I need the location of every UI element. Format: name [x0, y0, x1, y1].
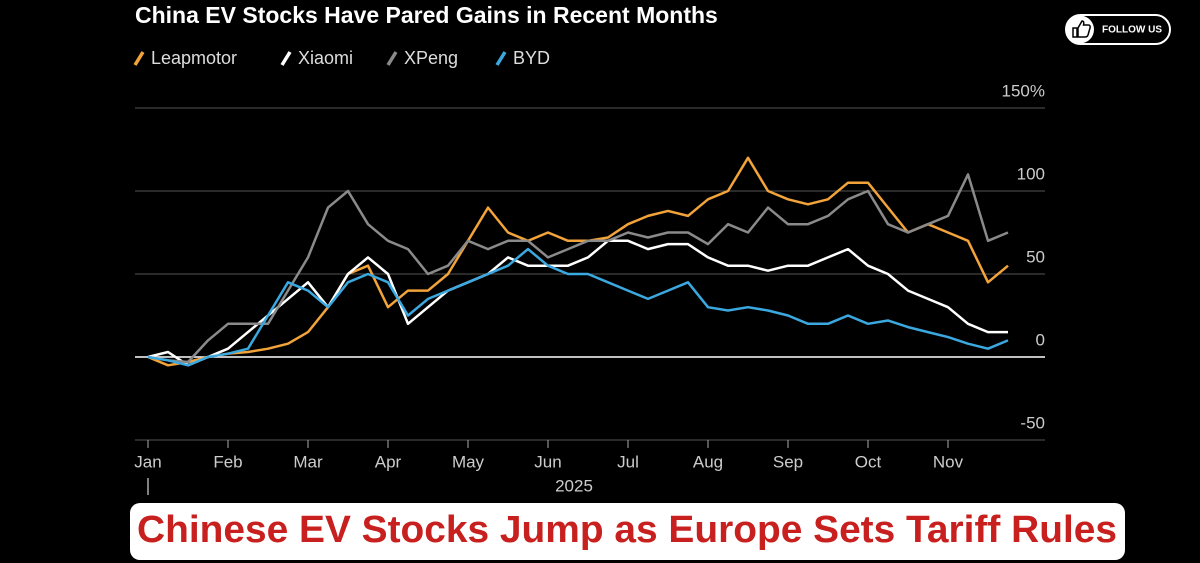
series-line	[147, 173, 1009, 364]
follow-button[interactable]: FOLLOW US	[1065, 14, 1171, 45]
banner-headline: Chinese EV Stocks Jump as Europe Sets Ta…	[137, 509, 1117, 551]
x-tick-label: Aug	[693, 452, 723, 471]
x-axis-label: 2025	[555, 476, 593, 495]
legend-swatch	[133, 51, 145, 66]
y-tick-label: 150%	[1002, 81, 1045, 100]
chart-title: China EV Stocks Have Pared Gains in Rece…	[135, 2, 718, 28]
follow-label[interactable]: FOLLOW US	[1102, 25, 1162, 36]
legend-swatch	[280, 51, 292, 66]
x-tick-label: Apr	[375, 452, 402, 471]
x-tick-label: Feb	[213, 452, 242, 471]
series-line	[147, 239, 1008, 367]
x-tick-label: Mar	[293, 452, 323, 471]
legend-swatch	[386, 51, 398, 66]
y-tick-label: -50	[1020, 413, 1045, 432]
y-tick-label: 0	[1036, 330, 1045, 349]
thumb-icon	[1072, 20, 1091, 38]
x-tick-label: Jun	[534, 452, 561, 471]
x-tick-label: Jan	[134, 452, 161, 471]
banner-box	[130, 503, 1125, 560]
x-tick-label: Nov	[933, 452, 964, 471]
legend-label: Xiaomi	[298, 48, 353, 68]
x-tick-label: Jul	[617, 452, 639, 471]
y-tick-label: 100	[1017, 164, 1045, 183]
legend-label: XPeng	[404, 48, 458, 68]
x-tick-label: May	[452, 452, 485, 471]
series-line	[147, 247, 1009, 367]
legend-label: Leapmotor	[151, 48, 237, 68]
x-tick-label: Oct	[855, 452, 882, 471]
y-tick-label: 50	[1026, 247, 1045, 266]
legend-swatch	[495, 51, 507, 66]
legend-label: BYD	[513, 48, 550, 68]
series-line	[147, 156, 1009, 367]
x-tick-label: Sep	[773, 452, 803, 471]
